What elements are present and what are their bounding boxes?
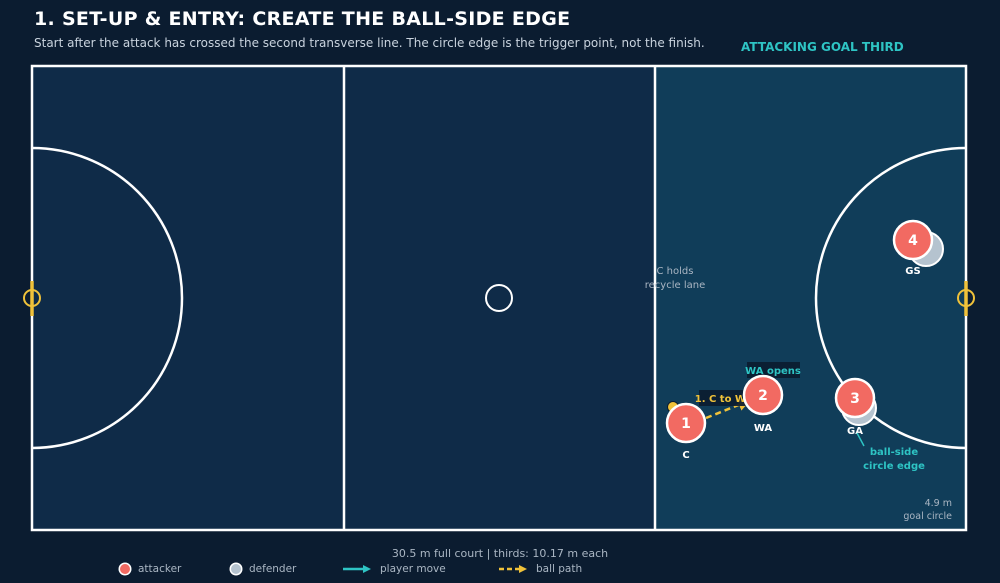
attacking-third-zone <box>655 66 966 530</box>
ga-number: 3 <box>850 391 860 407</box>
gs-number: 4 <box>908 233 918 249</box>
ball-side-label-line2: circle edge <box>863 461 925 472</box>
wa-number: 2 <box>758 388 768 404</box>
ga-label: GA <box>847 426 863 437</box>
ball-path-arrow-icon <box>499 565 527 573</box>
legend-ball-path-label: ball path <box>536 563 583 575</box>
c-label: C <box>682 450 689 461</box>
legend-player-move-label: player move <box>380 563 446 575</box>
legend-defender: defender <box>231 563 296 575</box>
wa-opens-label-bg <box>747 362 800 378</box>
right-goal-post <box>957 281 975 316</box>
attacker-swatch-icon <box>120 564 130 574</box>
right-goal-circle <box>814 146 967 450</box>
legend-attacker: attacker <box>120 563 181 575</box>
wa-attacker-marker <box>742 374 784 416</box>
pass-label-bg <box>699 390 749 406</box>
gs-attacker-marker <box>892 219 934 261</box>
left-goal-circle <box>31 146 184 450</box>
goal-circle-note-line1: 4.9 m <box>925 498 952 509</box>
c-holds-label-line2: recycle lane <box>645 280 705 291</box>
pass-label: 1. C to WA <box>695 394 754 405</box>
c-number: 1 <box>681 416 691 432</box>
legend-player-move: player move <box>342 563 446 575</box>
page-subtitle: Start after the attack has crossed the s… <box>34 36 705 50</box>
legend-attacker-label: attacker <box>138 563 182 575</box>
c-holds-label-line1: C holds <box>657 266 694 277</box>
c-attacker-marker <box>665 402 707 444</box>
left-goal-post <box>23 281 41 316</box>
legend-defender-label: defender <box>249 563 297 575</box>
ga-attacker-marker <box>834 377 876 419</box>
ball-side-pointer <box>856 432 865 447</box>
attacking-third-label: ATTACKING GOAL THIRD <box>741 40 904 54</box>
gs-label: GS <box>905 266 920 277</box>
wa-opens-label: WA opens <box>745 366 801 377</box>
goal-circle-note-line2: goal circle <box>903 511 952 522</box>
ball-side-label-line1: ball-side <box>870 447 918 458</box>
player-move-arrow-icon <box>343 565 371 573</box>
court-scale-note: 30.5 m full court | thirds: 10.17 m each <box>391 547 609 560</box>
centre-circle <box>485 284 513 312</box>
defender-swatch-icon <box>231 564 241 574</box>
legend-ball-path: ball path <box>498 563 582 575</box>
page-title: 1. SET-UP & ENTRY: CREATE THE BALL-SIDE … <box>34 8 571 30</box>
wa-label: WA <box>754 423 773 434</box>
